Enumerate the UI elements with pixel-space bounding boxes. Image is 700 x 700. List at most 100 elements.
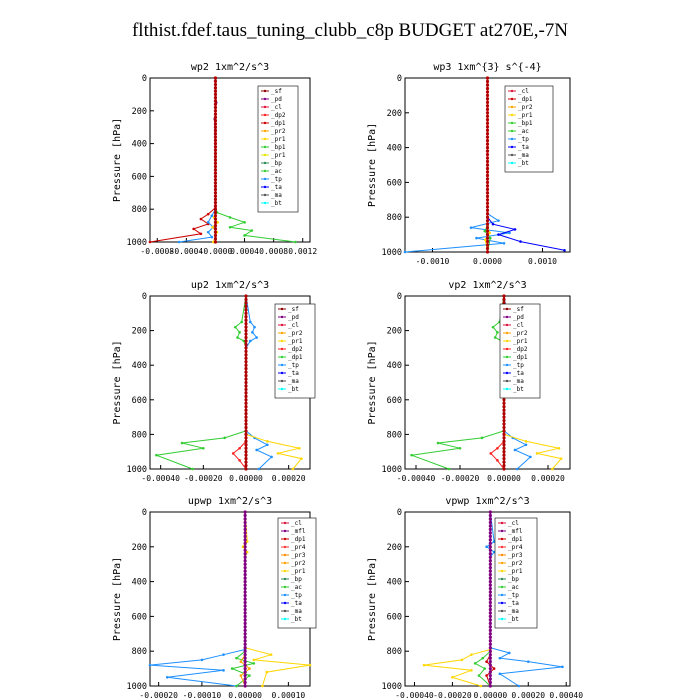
legend-marker <box>283 585 287 589</box>
legend-entry: _tp <box>508 592 519 599</box>
series-point <box>244 349 248 353</box>
series-point <box>213 79 218 83</box>
legend-marker <box>500 577 504 581</box>
series-point <box>243 517 247 521</box>
legend-entry: _tp <box>291 592 302 599</box>
legend-marker <box>500 609 504 613</box>
series-point <box>488 646 492 650</box>
series-point <box>213 181 218 185</box>
legend-marker <box>510 89 514 93</box>
zero-profile-markers <box>488 510 492 688</box>
series-point <box>269 653 273 656</box>
series-point <box>410 453 413 457</box>
legend-entry: _ac <box>508 584 519 591</box>
legend-marker <box>505 387 509 391</box>
x-tick-label: 0.00040 <box>549 691 583 700</box>
series-point <box>485 170 490 174</box>
series-point <box>213 86 218 90</box>
series-point <box>148 663 152 667</box>
series-point <box>211 240 215 244</box>
legend-entry: _mfl <box>291 528 306 535</box>
series-point <box>243 618 247 622</box>
series-point <box>485 205 490 209</box>
legend-marker <box>263 137 267 141</box>
series-point <box>213 125 218 129</box>
series-point <box>488 527 492 532</box>
legend-marker <box>510 113 514 117</box>
series-point <box>485 184 490 188</box>
series-point <box>485 121 490 125</box>
series-point <box>238 459 241 462</box>
series-line-dp1 <box>149 78 216 243</box>
y-tick-label: 1000 <box>127 465 147 475</box>
series-point <box>244 387 248 392</box>
series-point <box>485 118 490 122</box>
series-point <box>488 621 492 625</box>
series-point <box>222 669 225 672</box>
series-point <box>403 250 407 254</box>
series-point <box>213 240 218 244</box>
y-tick-label: 1000 <box>382 465 402 475</box>
series-point <box>488 642 492 646</box>
series-point <box>485 187 490 191</box>
panel-title: upwp 1xm^2/s^3 <box>188 496 272 507</box>
y-tick-label: 400 <box>387 361 402 371</box>
y-axis-label: Pressure [hPa] <box>112 340 123 424</box>
legend-entry: _pr3 <box>291 552 306 559</box>
chart-panel-6: vpwp 1xm^2/s^3 Pressure [hPa] 0 200 400 600 80… <box>367 496 583 700</box>
series-point <box>488 576 492 580</box>
series-point <box>481 656 485 660</box>
series-point <box>488 673 492 678</box>
series-point <box>502 439 506 443</box>
series-point <box>488 625 492 629</box>
series-point <box>244 346 248 350</box>
series-point <box>243 520 247 525</box>
series-point <box>244 450 248 454</box>
legend-marker <box>505 331 509 335</box>
series-point <box>485 97 490 101</box>
series-point <box>244 429 248 433</box>
panel-title: up2 1xm^2/s^3 <box>191 280 269 291</box>
series-point <box>485 233 490 237</box>
series-point <box>485 198 490 202</box>
legend-entry: _dp1 <box>271 120 286 127</box>
series-point <box>243 573 247 577</box>
series-point <box>515 467 519 471</box>
series-point <box>243 527 247 532</box>
series-point <box>488 559 492 563</box>
series-point <box>551 467 554 471</box>
series-point <box>213 145 218 149</box>
x-tick-label: 0.0000 <box>473 257 502 266</box>
zero-profile-markers <box>485 76 490 254</box>
y-tick-label: 400 <box>387 578 402 588</box>
series-point <box>502 463 506 468</box>
series-point <box>502 453 506 457</box>
x-tick-label: -0.00020 <box>441 474 480 483</box>
series-line-tp <box>179 78 216 243</box>
series-point <box>243 524 247 528</box>
legend-marker <box>263 161 267 165</box>
series-point <box>244 335 248 340</box>
legend-marker <box>500 617 504 621</box>
legend-entry: _cl <box>518 88 529 95</box>
series-point <box>213 119 218 123</box>
series-point <box>213 96 218 100</box>
legend-entry: _ma <box>288 378 299 385</box>
y-tick-label: 200 <box>132 543 147 553</box>
series-point <box>485 128 490 132</box>
legend-marker <box>263 185 267 189</box>
series-point <box>243 569 247 573</box>
series-point <box>244 425 248 430</box>
series-point <box>485 86 490 91</box>
series-point <box>213 174 218 178</box>
series-point <box>238 446 241 450</box>
series-point <box>243 534 247 538</box>
y-axis-label: Pressure [hPa] <box>367 123 378 207</box>
series-point <box>234 325 237 329</box>
series-point <box>230 667 234 670</box>
y-tick-label: 1000 <box>127 238 147 248</box>
series-point <box>270 455 273 459</box>
legend-entry: _pr1 <box>288 338 303 345</box>
series-point <box>243 559 247 563</box>
